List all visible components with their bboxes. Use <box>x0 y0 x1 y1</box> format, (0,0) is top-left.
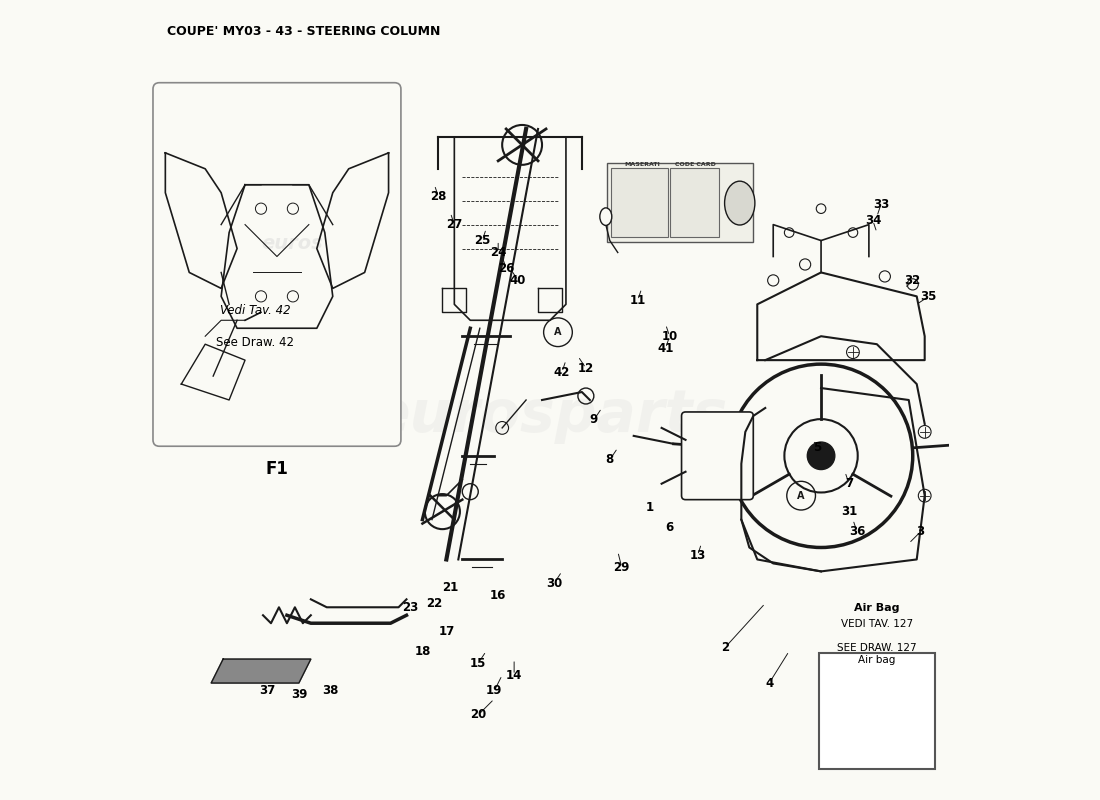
Text: 9: 9 <box>590 414 598 426</box>
Text: 30: 30 <box>546 577 562 590</box>
Text: 36: 36 <box>849 525 865 538</box>
FancyBboxPatch shape <box>153 82 400 446</box>
Text: VEDI TAV. 127: VEDI TAV. 127 <box>840 619 913 630</box>
FancyBboxPatch shape <box>606 163 754 242</box>
Text: F1: F1 <box>265 460 288 478</box>
Text: 6: 6 <box>666 521 673 534</box>
Text: euros: euros <box>261 234 322 253</box>
Text: 4: 4 <box>766 677 773 690</box>
Text: Air Bag: Air Bag <box>854 603 900 614</box>
Text: 37: 37 <box>258 685 275 698</box>
Text: 20: 20 <box>470 709 486 722</box>
Text: 14: 14 <box>506 669 522 682</box>
Text: 28: 28 <box>430 190 447 203</box>
Ellipse shape <box>725 181 755 225</box>
Text: 12: 12 <box>578 362 594 374</box>
Text: 35: 35 <box>921 290 937 303</box>
Text: 40: 40 <box>510 274 526 287</box>
Text: 5: 5 <box>813 442 822 454</box>
Ellipse shape <box>600 208 612 226</box>
Text: 15: 15 <box>470 657 486 670</box>
Text: 32: 32 <box>904 274 921 287</box>
Circle shape <box>807 442 835 470</box>
Text: 8: 8 <box>606 454 614 466</box>
Text: Air bag: Air bag <box>858 655 895 665</box>
Text: 38: 38 <box>322 685 339 698</box>
Text: Vedi Tav. 42: Vedi Tav. 42 <box>220 304 290 318</box>
FancyBboxPatch shape <box>682 412 754 500</box>
FancyBboxPatch shape <box>818 653 935 769</box>
Text: CODE CARD: CODE CARD <box>675 162 716 167</box>
Text: 27: 27 <box>447 218 462 231</box>
Text: MASERATI: MASERATI <box>624 162 660 167</box>
Text: 33: 33 <box>872 198 889 211</box>
Text: 34: 34 <box>865 214 881 227</box>
Text: 23: 23 <box>403 601 419 614</box>
Text: 2: 2 <box>722 641 729 654</box>
FancyBboxPatch shape <box>610 168 668 238</box>
Text: 19: 19 <box>486 685 503 698</box>
Text: 31: 31 <box>840 505 857 518</box>
Text: 1: 1 <box>646 501 653 514</box>
Text: SEE DRAW. 127: SEE DRAW. 127 <box>837 643 916 653</box>
Text: 10: 10 <box>661 330 678 342</box>
Text: 39: 39 <box>290 689 307 702</box>
Text: eurosparts: eurosparts <box>372 387 728 445</box>
Text: COUPE' MY03 - 43 - STEERING COLUMN: COUPE' MY03 - 43 - STEERING COLUMN <box>167 26 441 38</box>
Polygon shape <box>211 659 311 683</box>
Text: 21: 21 <box>442 581 459 594</box>
Text: 41: 41 <box>658 342 674 354</box>
Text: 3: 3 <box>916 525 925 538</box>
Text: 26: 26 <box>498 262 515 275</box>
Text: 7: 7 <box>845 478 853 490</box>
Text: See Draw. 42: See Draw. 42 <box>216 336 294 350</box>
Text: 11: 11 <box>629 294 646 307</box>
Text: 17: 17 <box>438 625 454 638</box>
Text: 13: 13 <box>690 549 705 562</box>
Text: 16: 16 <box>490 589 506 602</box>
Text: 42: 42 <box>553 366 570 378</box>
Text: 22: 22 <box>427 597 442 610</box>
Text: 24: 24 <box>490 246 506 259</box>
Text: A: A <box>798 490 805 501</box>
Text: 18: 18 <box>415 645 430 658</box>
Text: 29: 29 <box>614 561 630 574</box>
FancyBboxPatch shape <box>670 168 719 238</box>
Text: A: A <box>554 327 562 338</box>
Text: 25: 25 <box>474 234 491 247</box>
